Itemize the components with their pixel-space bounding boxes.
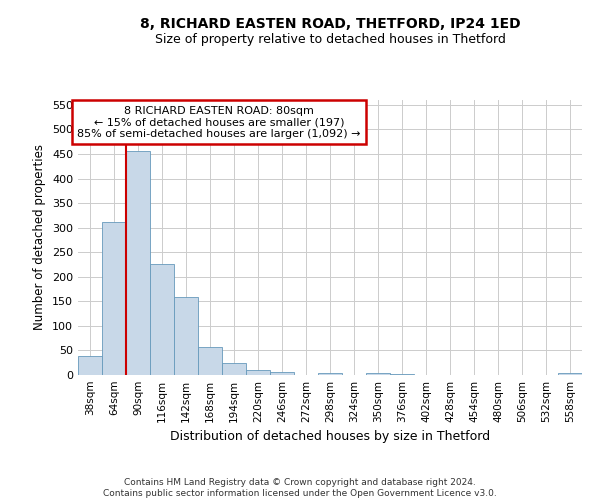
Text: 8, RICHARD EASTEN ROAD, THETFORD, IP24 1ED: 8, RICHARD EASTEN ROAD, THETFORD, IP24 1… xyxy=(140,18,520,32)
Text: Size of property relative to detached houses in Thetford: Size of property relative to detached ho… xyxy=(155,32,505,46)
Bar xyxy=(318,372,342,375)
Bar xyxy=(174,298,198,375)
Text: 8 RICHARD EASTEN ROAD: 80sqm
← 15% of detached houses are smaller (197)
85% of s: 8 RICHARD EASTEN ROAD: 80sqm ← 15% of de… xyxy=(77,106,361,138)
Text: Contains HM Land Registry data © Crown copyright and database right 2024.
Contai: Contains HM Land Registry data © Crown c… xyxy=(103,478,497,498)
Bar xyxy=(126,151,150,375)
Y-axis label: Number of detached properties: Number of detached properties xyxy=(34,144,46,330)
Bar xyxy=(102,222,126,375)
X-axis label: Distribution of detached houses by size in Thetford: Distribution of detached houses by size … xyxy=(170,430,490,444)
Bar xyxy=(270,372,294,375)
Bar xyxy=(222,363,246,375)
Bar xyxy=(150,264,174,375)
Bar xyxy=(246,370,270,375)
Bar xyxy=(390,374,414,375)
Bar xyxy=(198,346,222,375)
Bar xyxy=(78,356,102,375)
Bar xyxy=(366,372,390,375)
Bar xyxy=(558,373,582,375)
